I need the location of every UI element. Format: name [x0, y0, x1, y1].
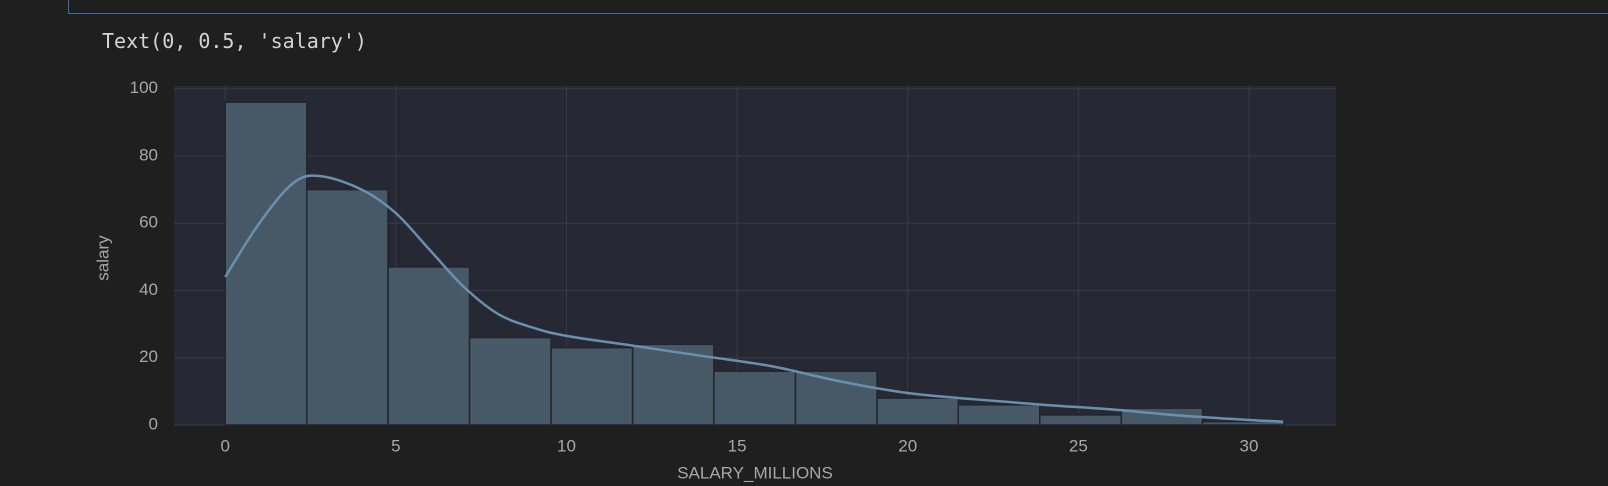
bar	[1201, 420, 1285, 426]
bar	[550, 346, 634, 426]
bar	[631, 343, 715, 426]
bar	[957, 404, 1041, 426]
x-tick-label: 30	[1240, 436, 1259, 455]
x-tick-label: 15	[728, 436, 747, 455]
bar	[794, 370, 878, 426]
x-tick-label: 10	[557, 436, 576, 455]
y-tick-label: 40	[139, 280, 158, 299]
bar	[224, 101, 308, 426]
y-tick-label: 100	[130, 78, 158, 97]
bar	[1039, 414, 1123, 426]
x-tick-label: 5	[391, 436, 400, 455]
bar	[713, 370, 797, 426]
y-tick-label: 80	[139, 145, 158, 164]
y-tick-label: 0	[149, 414, 158, 433]
bar	[387, 266, 471, 426]
kde-line	[224, 174, 1284, 423]
x-tick-label: 20	[898, 436, 917, 455]
y-tick-label: 60	[139, 213, 158, 232]
y-axis-label: salary	[93, 235, 112, 281]
bar	[306, 188, 389, 426]
output-text: Text(0, 0.5, 'salary')	[102, 29, 367, 53]
x-tick-label: 25	[1069, 436, 1088, 455]
x-tick-label: 0	[220, 436, 229, 455]
y-tick-label: 20	[139, 347, 158, 366]
bar	[468, 336, 552, 426]
bar	[876, 397, 959, 426]
x-axis-label: SALARY_MILLIONS	[677, 463, 833, 482]
cell-border	[68, 0, 1608, 14]
